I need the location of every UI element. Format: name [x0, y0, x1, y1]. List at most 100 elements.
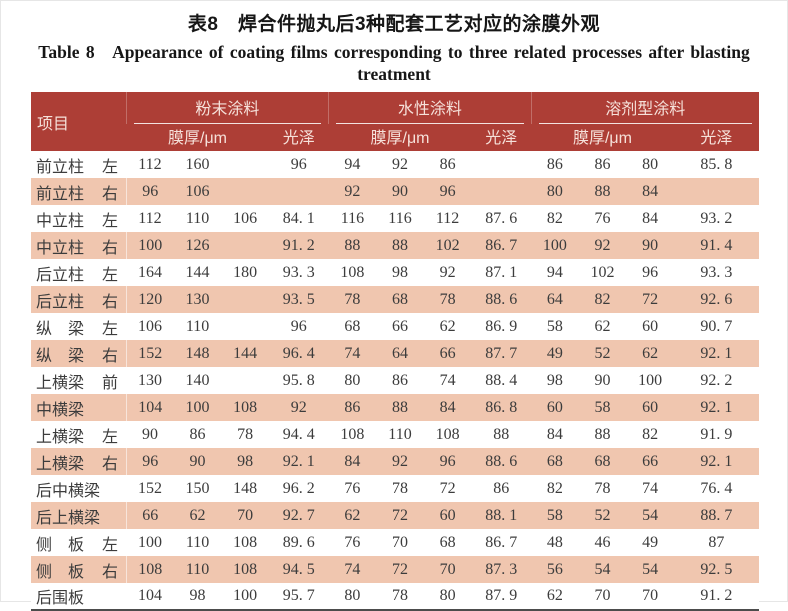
- water-thickness-1: 76: [328, 529, 377, 556]
- solvent-thickness-1: 80: [531, 178, 579, 205]
- powder-thickness-1: 106: [126, 313, 174, 340]
- powder-gloss: 96. 2: [268, 475, 329, 502]
- water-thickness-2: 72: [376, 556, 424, 583]
- water-thickness-3: 108: [423, 421, 472, 448]
- solvent-thickness-1: 98: [531, 367, 579, 394]
- water-thickness-1: 108: [328, 259, 377, 286]
- part-name: 纵 梁: [36, 347, 85, 365]
- powder-gloss: 93. 3: [268, 259, 329, 286]
- powder-thickness-3: 98: [221, 448, 269, 475]
- water-thickness-1: 74: [328, 340, 377, 367]
- solvent-thickness-1: 64: [531, 286, 579, 313]
- powder-thickness-1: 100: [126, 232, 174, 259]
- water-gloss: 86: [471, 475, 532, 502]
- powder-thickness-2: 110: [173, 529, 222, 556]
- powder-thickness-3: [221, 367, 269, 394]
- powder-thickness-1: 100: [126, 529, 174, 556]
- solvent-thickness-1: 56: [531, 556, 579, 583]
- row-label: 上横梁左: [31, 421, 127, 448]
- powder-gloss: 96: [268, 151, 329, 178]
- powder-thickness-3: 100: [221, 583, 269, 611]
- powder-thickness-1: 120: [126, 286, 174, 313]
- water-thickness-1: 84: [328, 448, 377, 475]
- water-thickness-2: 86: [376, 367, 424, 394]
- solvent-thickness-2: 78: [578, 475, 627, 502]
- water-gloss: 87. 7: [471, 340, 532, 367]
- powder-thickness-1: 112: [126, 151, 174, 178]
- powder-thickness-1: 90: [126, 421, 174, 448]
- part-name: 上横梁: [36, 428, 85, 446]
- water-thickness-3: 78: [423, 286, 472, 313]
- solvent-thickness-3: 60: [626, 394, 674, 421]
- solvent-thickness-2: 54: [578, 556, 627, 583]
- solvent-thickness-1: 100: [531, 232, 579, 259]
- powder-gloss: 93. 5: [268, 286, 329, 313]
- solvent-thickness-1: 82: [531, 205, 579, 232]
- solvent-thickness-3: 80: [626, 151, 674, 178]
- header-waterborne-gloss: 光泽: [471, 124, 532, 151]
- part-position: 左: [101, 158, 118, 176]
- table-row: 上横梁右 96 90 98 92. 1 84 92 96 88. 6 68 68 66 92. 1: [31, 448, 759, 475]
- solvent-gloss: 92. 1: [673, 448, 759, 475]
- solvent-thickness-1: 84: [531, 421, 579, 448]
- solvent-thickness-1: 60: [531, 394, 579, 421]
- water-gloss: 86. 7: [471, 232, 532, 259]
- water-gloss: 86. 7: [471, 529, 532, 556]
- powder-thickness-2: 98: [173, 583, 222, 611]
- powder-thickness-3: [221, 313, 269, 340]
- water-thickness-3: 96: [423, 448, 472, 475]
- row-label: 后立柱右: [31, 286, 127, 313]
- table-row: 纵 梁右 152 148 144 96. 4 74 64 66 87. 7 49 52 62 92. 1: [31, 340, 759, 367]
- powder-thickness-3: 108: [221, 394, 269, 421]
- solvent-gloss: [673, 178, 759, 205]
- powder-thickness-2: 90: [173, 448, 222, 475]
- part-position: 右: [101, 239, 118, 257]
- water-thickness-1: 68: [328, 313, 377, 340]
- solvent-gloss: 92. 6: [673, 286, 759, 313]
- water-gloss: 87. 6: [471, 205, 532, 232]
- table-body: 前立柱左 112 160 96 94 92 86 86 86 80 85. 8 前立柱右 96 106 92…: [31, 151, 759, 611]
- solvent-gloss: 91. 2: [673, 583, 759, 611]
- solvent-gloss: 92. 5: [673, 556, 759, 583]
- part-position: 右: [101, 455, 118, 473]
- row-label: 前立柱右: [31, 178, 127, 205]
- water-gloss: 86. 8: [471, 394, 532, 421]
- solvent-gloss: 76. 4: [673, 475, 759, 502]
- powder-gloss: 84. 1: [268, 205, 329, 232]
- powder-thickness-2: 144: [173, 259, 222, 286]
- part-name: 上横梁: [36, 374, 85, 392]
- water-thickness-1: 74: [328, 556, 377, 583]
- part-name: 后立柱: [36, 293, 85, 311]
- solvent-thickness-2: 62: [578, 313, 627, 340]
- solvent-thickness-1: 68: [531, 448, 579, 475]
- solvent-thickness-3: 74: [626, 475, 674, 502]
- header-group-powder: 粉末涂料: [125, 92, 329, 124]
- solvent-thickness-3: 49: [626, 529, 674, 556]
- powder-thickness-2: 62: [173, 502, 222, 529]
- part-name: 后上横梁: [36, 509, 101, 527]
- water-gloss: 87. 9: [471, 583, 532, 611]
- water-thickness-2: 98: [376, 259, 424, 286]
- row-label: 前立柱左: [31, 151, 127, 178]
- solvent-gloss: 91. 4: [673, 232, 759, 259]
- solvent-gloss: 92. 2: [673, 367, 759, 394]
- header-group-solvent-label: 溶剂型涂料: [538, 92, 752, 124]
- powder-gloss: 89. 6: [268, 529, 329, 556]
- part-position: 左: [101, 536, 118, 554]
- powder-gloss: [268, 178, 329, 205]
- water-thickness-3: 92: [423, 259, 472, 286]
- table-row: 前立柱右 96 106 92 90 96 80 88 84: [31, 178, 759, 205]
- solvent-thickness-3: 62: [626, 340, 674, 367]
- water-thickness-3: 74: [423, 367, 472, 394]
- water-thickness-1: 116: [328, 205, 377, 232]
- solvent-thickness-2: 58: [578, 394, 627, 421]
- powder-thickness-3: [221, 232, 269, 259]
- header-group-waterborne-label: 水性涂料: [336, 92, 524, 124]
- part-name: 中横梁: [36, 401, 85, 419]
- row-label: 侧 板左: [31, 529, 127, 556]
- powder-gloss: 91. 2: [268, 232, 329, 259]
- powder-thickness-2: 110: [173, 313, 222, 340]
- powder-thickness-1: 152: [126, 340, 174, 367]
- row-label: 中立柱左: [31, 205, 127, 232]
- part-position: 右: [101, 293, 118, 311]
